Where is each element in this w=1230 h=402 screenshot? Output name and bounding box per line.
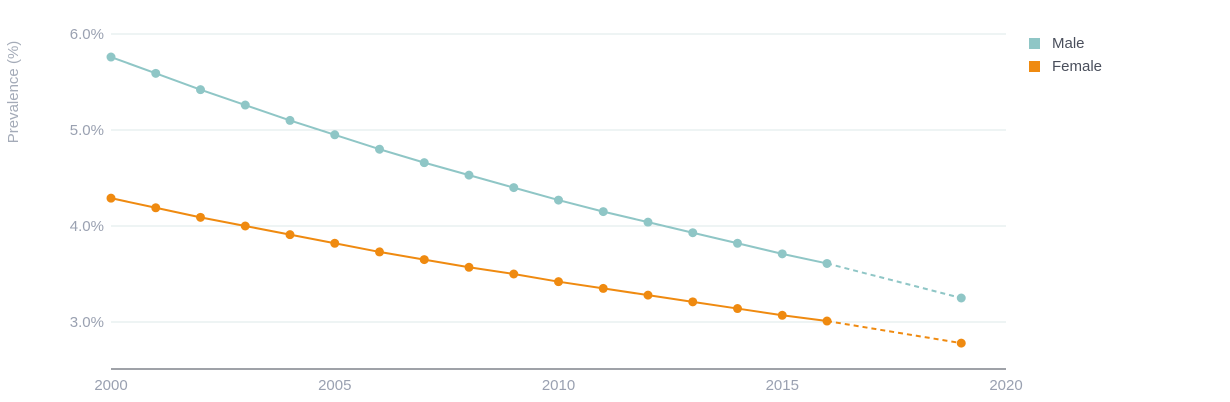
projection-line [826, 262, 962, 299]
projection-line [826, 320, 962, 345]
projection-point [956, 293, 966, 303]
data-point [509, 183, 519, 193]
data-point [777, 249, 787, 259]
data-point [822, 258, 832, 268]
data-point [330, 130, 340, 140]
data-point [330, 238, 340, 248]
data-point [822, 316, 832, 326]
data-point [554, 195, 563, 205]
series-group [106, 52, 966, 348]
data-point [777, 310, 787, 320]
y-axis: 3.0% 4.0% 5.0% 6.0% [70, 26, 104, 331]
legend-swatch [1029, 61, 1040, 72]
x-tick-label: 2000 [94, 377, 127, 394]
data-point [240, 221, 250, 231]
data-point [106, 193, 116, 203]
y-tick-label: 4.0% [70, 218, 104, 235]
data-point [196, 212, 205, 222]
data-point [464, 262, 474, 272]
data-point [643, 217, 653, 227]
data-point [419, 255, 429, 265]
x-tick-label: 2020 [989, 377, 1022, 394]
series-male [106, 52, 966, 303]
x-tick-label: 2010 [542, 377, 575, 394]
y-axis-title: Prevalence (%) [5, 41, 22, 144]
x-tick-label: 2015 [766, 377, 799, 394]
x-axis: 2000 2005 2010 2015 2020 [94, 368, 1023, 394]
data-point [285, 115, 295, 125]
legend-item-female: Female [1029, 58, 1102, 75]
series-line [110, 56, 828, 265]
legend-swatch [1029, 38, 1040, 49]
data-point [688, 297, 698, 307]
data-point [196, 85, 205, 95]
data-point [240, 100, 250, 110]
data-point [375, 144, 384, 154]
data-point [151, 203, 161, 213]
data-point [643, 290, 653, 300]
legend-item-male: Male [1029, 35, 1085, 52]
projection-point [956, 338, 966, 348]
data-point [285, 230, 295, 240]
data-point [598, 283, 608, 293]
legend-label: Female [1052, 58, 1102, 75]
data-point [598, 207, 608, 217]
y-tick-label: 6.0% [70, 26, 104, 43]
y-tick-label: 5.0% [70, 122, 104, 139]
data-point [151, 68, 161, 78]
y-tick-label: 3.0% [70, 314, 104, 331]
data-point [733, 238, 742, 248]
data-point [509, 269, 519, 279]
data-point [419, 158, 429, 168]
x-tick-label: 2005 [318, 377, 351, 394]
data-point [688, 228, 698, 238]
legend: Male Female [1029, 35, 1102, 75]
gridlines [111, 33, 1006, 323]
data-point [464, 170, 474, 180]
series-female [106, 193, 966, 348]
data-point [106, 52, 116, 62]
data-point [554, 277, 563, 287]
data-point [375, 247, 384, 257]
legend-label: Male [1052, 35, 1085, 52]
series-line [110, 197, 828, 323]
data-point [733, 304, 742, 314]
